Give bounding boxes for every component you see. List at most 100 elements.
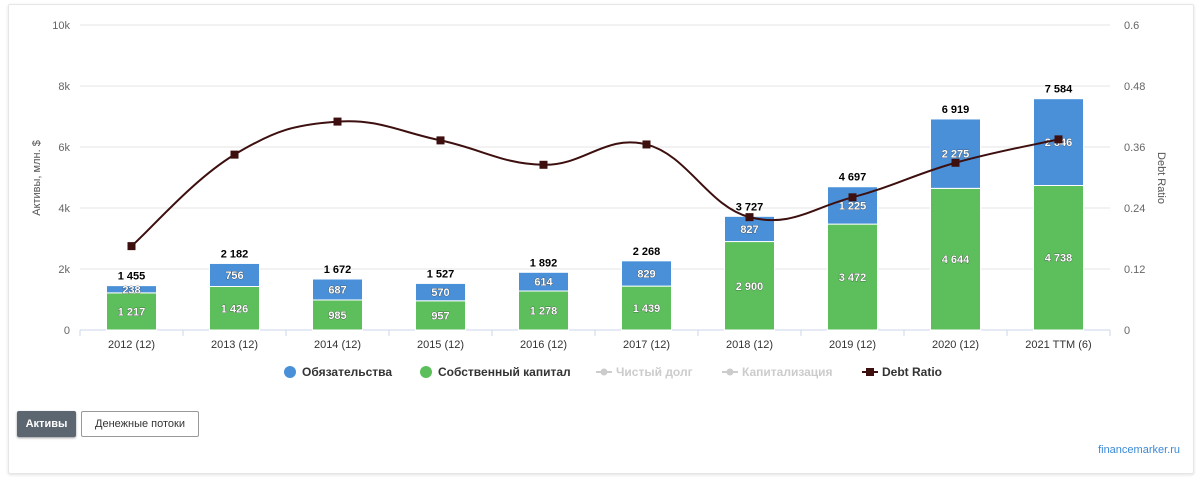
- tab-cash-flow[interactable]: Денежные потоки: [81, 411, 199, 437]
- y-tick-label: 8k: [58, 81, 70, 93]
- bar-label-liabilities: 756: [225, 270, 243, 282]
- x-tick-label: 2016 (12): [520, 339, 567, 351]
- source-credit-link[interactable]: financemarker.ru: [1098, 444, 1180, 456]
- x-tick-label: 2020 (12): [932, 339, 979, 351]
- bar-label-equity: 2 900: [736, 281, 764, 293]
- bar-total-label: 1 527: [427, 268, 455, 280]
- bar-label-liabilities: 2 275: [942, 149, 970, 161]
- tab-assets[interactable]: Активы: [17, 411, 76, 437]
- bar-liabilities: [209, 262, 260, 288]
- legend-label: Debt Ratio: [882, 365, 942, 379]
- legend-item[interactable]: Чистый долг: [596, 365, 693, 379]
- legend-label: Чистый долг: [616, 365, 693, 379]
- legend-marker: [420, 366, 432, 378]
- y-axis-left-title: Активы, млн. $: [31, 140, 43, 216]
- legend-marker: [866, 368, 874, 376]
- bar-equity: [312, 299, 363, 331]
- debt-ratio-line: [130, 120, 1059, 247]
- legend-item[interactable]: Капитализация: [722, 365, 833, 379]
- bar-label-liabilities: 1 225: [839, 200, 867, 212]
- bar-label-liabilities: 829: [637, 268, 655, 280]
- chart-card: [8, 4, 1194, 474]
- bar-total-label: 1 892: [530, 257, 558, 269]
- bar-label-liabilities: 614: [534, 277, 553, 289]
- debt-ratio-point: [745, 213, 754, 222]
- debt-ratio-point: [333, 117, 342, 126]
- legend-label: Обязательства: [302, 365, 392, 379]
- legend-label: Капитализация: [742, 365, 833, 379]
- bar-total-label: 6 919: [942, 104, 970, 116]
- y-right-tick-label: 0: [1124, 325, 1130, 337]
- legend-item[interactable]: Собственный капитал: [420, 365, 571, 379]
- y-axis-right: 0 0.12 0.24 0.36 0.48 0.6: [1124, 20, 1145, 337]
- bar-equity: [106, 292, 157, 331]
- bar-label-equity: 4 644: [942, 254, 970, 266]
- bar-label-equity: 985: [328, 310, 346, 322]
- y-axis-left: 0 2k 4k 6k 8k 10k: [52, 20, 70, 337]
- x-tick-label: 2013 (12): [211, 339, 258, 351]
- x-tick-label: 2012 (12): [108, 339, 155, 351]
- bar-equity: [518, 290, 569, 331]
- bar-label-liabilities: 827: [740, 224, 758, 236]
- bar-label-equity: 1 439: [633, 303, 661, 315]
- y-axis-right-title: Debt Ratio: [1155, 152, 1167, 204]
- bar-total-label: 3 727: [736, 201, 764, 213]
- y-right-tick-label: 0.12: [1124, 264, 1145, 276]
- legend: Обязательства Собственный капитал Чистый д…: [284, 365, 942, 379]
- bar-liabilities: [415, 282, 466, 302]
- y-right-tick-label: 0.36: [1124, 142, 1145, 154]
- bar-liabilities: [106, 285, 157, 294]
- bar-liabilities: [312, 278, 363, 301]
- legend-label: Собственный капитал: [438, 365, 571, 379]
- y-tick-label: 4k: [58, 203, 70, 215]
- legend-marker: [600, 368, 608, 376]
- bar-label-equity: 4 738: [1045, 253, 1073, 265]
- bar-label-liabilities: 238: [122, 284, 140, 296]
- y-right-tick-label: 0.24: [1124, 203, 1145, 215]
- debt-ratio-line-group: [127, 117, 1063, 251]
- debt-ratio-point: [642, 140, 651, 149]
- y-tick-label: 0: [64, 325, 70, 337]
- bar-label-liabilities: 570: [431, 287, 449, 299]
- legend-marker: [726, 368, 734, 376]
- bar-equity: [827, 223, 878, 331]
- bar-total-label: 1 455: [118, 271, 146, 283]
- bar-label-equity: 3 472: [839, 272, 867, 284]
- bar-total-label: 4 697: [839, 172, 867, 184]
- bar-equity: [724, 241, 775, 331]
- debt-ratio-point: [848, 193, 857, 202]
- y-tick-label: 6k: [58, 142, 70, 154]
- bar-total-label: 7 584: [1045, 84, 1073, 96]
- debt-ratio-point: [436, 136, 445, 145]
- debt-ratio-point: [951, 158, 960, 167]
- bar-liabilities: [518, 271, 569, 292]
- bar-label-equity: 1 217: [118, 306, 146, 318]
- x-tick-label: 2021 TTM (6): [1025, 339, 1091, 351]
- y-tick-label: 10k: [52, 20, 70, 32]
- y-right-tick-label: 0.6: [1124, 20, 1139, 32]
- legend-item[interactable]: Debt Ratio: [862, 365, 942, 379]
- legend-marker: [284, 366, 296, 378]
- debt-ratio-point: [539, 160, 548, 169]
- bar-liabilities: [621, 260, 672, 287]
- bar-total-label: 2 182: [221, 248, 249, 260]
- y-tick-label: 2k: [58, 264, 70, 276]
- debt-ratio-point: [1054, 135, 1063, 144]
- x-tick-label: 2017 (12): [623, 339, 670, 351]
- x-tick-label: 2018 (12): [726, 339, 773, 351]
- legend-item[interactable]: Обязательства: [284, 365, 392, 379]
- bar-label-liabilities: 687: [328, 284, 346, 296]
- x-tick-label: 2019 (12): [829, 339, 876, 351]
- bar-label-equity: 1 278: [530, 306, 558, 318]
- bar-equity: [930, 187, 981, 331]
- bar-total-label: 1 672: [324, 264, 352, 276]
- bar-label-equity: 957: [431, 310, 449, 322]
- debt-ratio-point: [127, 242, 136, 251]
- x-tick-label: 2014 (12): [314, 339, 361, 351]
- bar-label-equity: 1 426: [221, 303, 249, 315]
- bar-liabilities: [930, 118, 981, 189]
- debt-ratio-point: [230, 150, 239, 159]
- bar-total-label: 2 268: [633, 246, 661, 258]
